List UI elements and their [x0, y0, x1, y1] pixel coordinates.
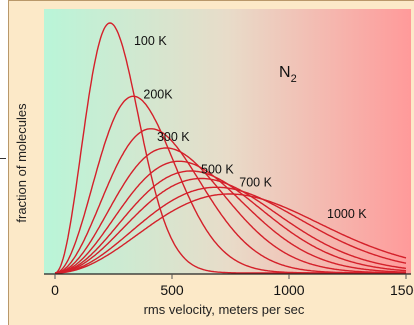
- curve-labels: 100 K 200K 300 K 500 K 700 K 1000 K: [134, 34, 367, 221]
- curve-label-700k: 700 K: [239, 176, 272, 190]
- x-ticks: 0 500 1000 1500: [51, 274, 414, 298]
- x-tick-label: 1000: [273, 282, 304, 298]
- curve-500k: [55, 160, 406, 274]
- curve-label-300k: 300 K: [157, 130, 190, 144]
- x-tick-label: 500: [160, 282, 184, 298]
- curve-label-200k: 200K: [143, 87, 173, 101]
- curve-label-500k: 500 K: [201, 162, 234, 176]
- x-tick-label: 0: [51, 282, 59, 298]
- gas-subscript: 2: [291, 73, 297, 85]
- curve-group: [54, 22, 407, 274]
- tick-dash: [0, 158, 6, 159]
- curve-300k: [54, 128, 406, 274]
- curve-400k: [55, 147, 406, 274]
- curve-label-100k: 100 K: [134, 34, 167, 48]
- plot-background: [44, 9, 411, 274]
- curve-850k: [55, 186, 407, 274]
- gas-label: N2: [279, 64, 297, 85]
- curve-1000k: [55, 193, 407, 274]
- x-axis-title: rms velocity, meters per sec: [144, 302, 305, 317]
- curve-label-1000k: 1000 K: [327, 207, 367, 221]
- y-axis-title: fraction of molecules: [14, 103, 29, 223]
- curve-700k: [55, 177, 407, 274]
- x-tick-label: 1500: [390, 282, 414, 298]
